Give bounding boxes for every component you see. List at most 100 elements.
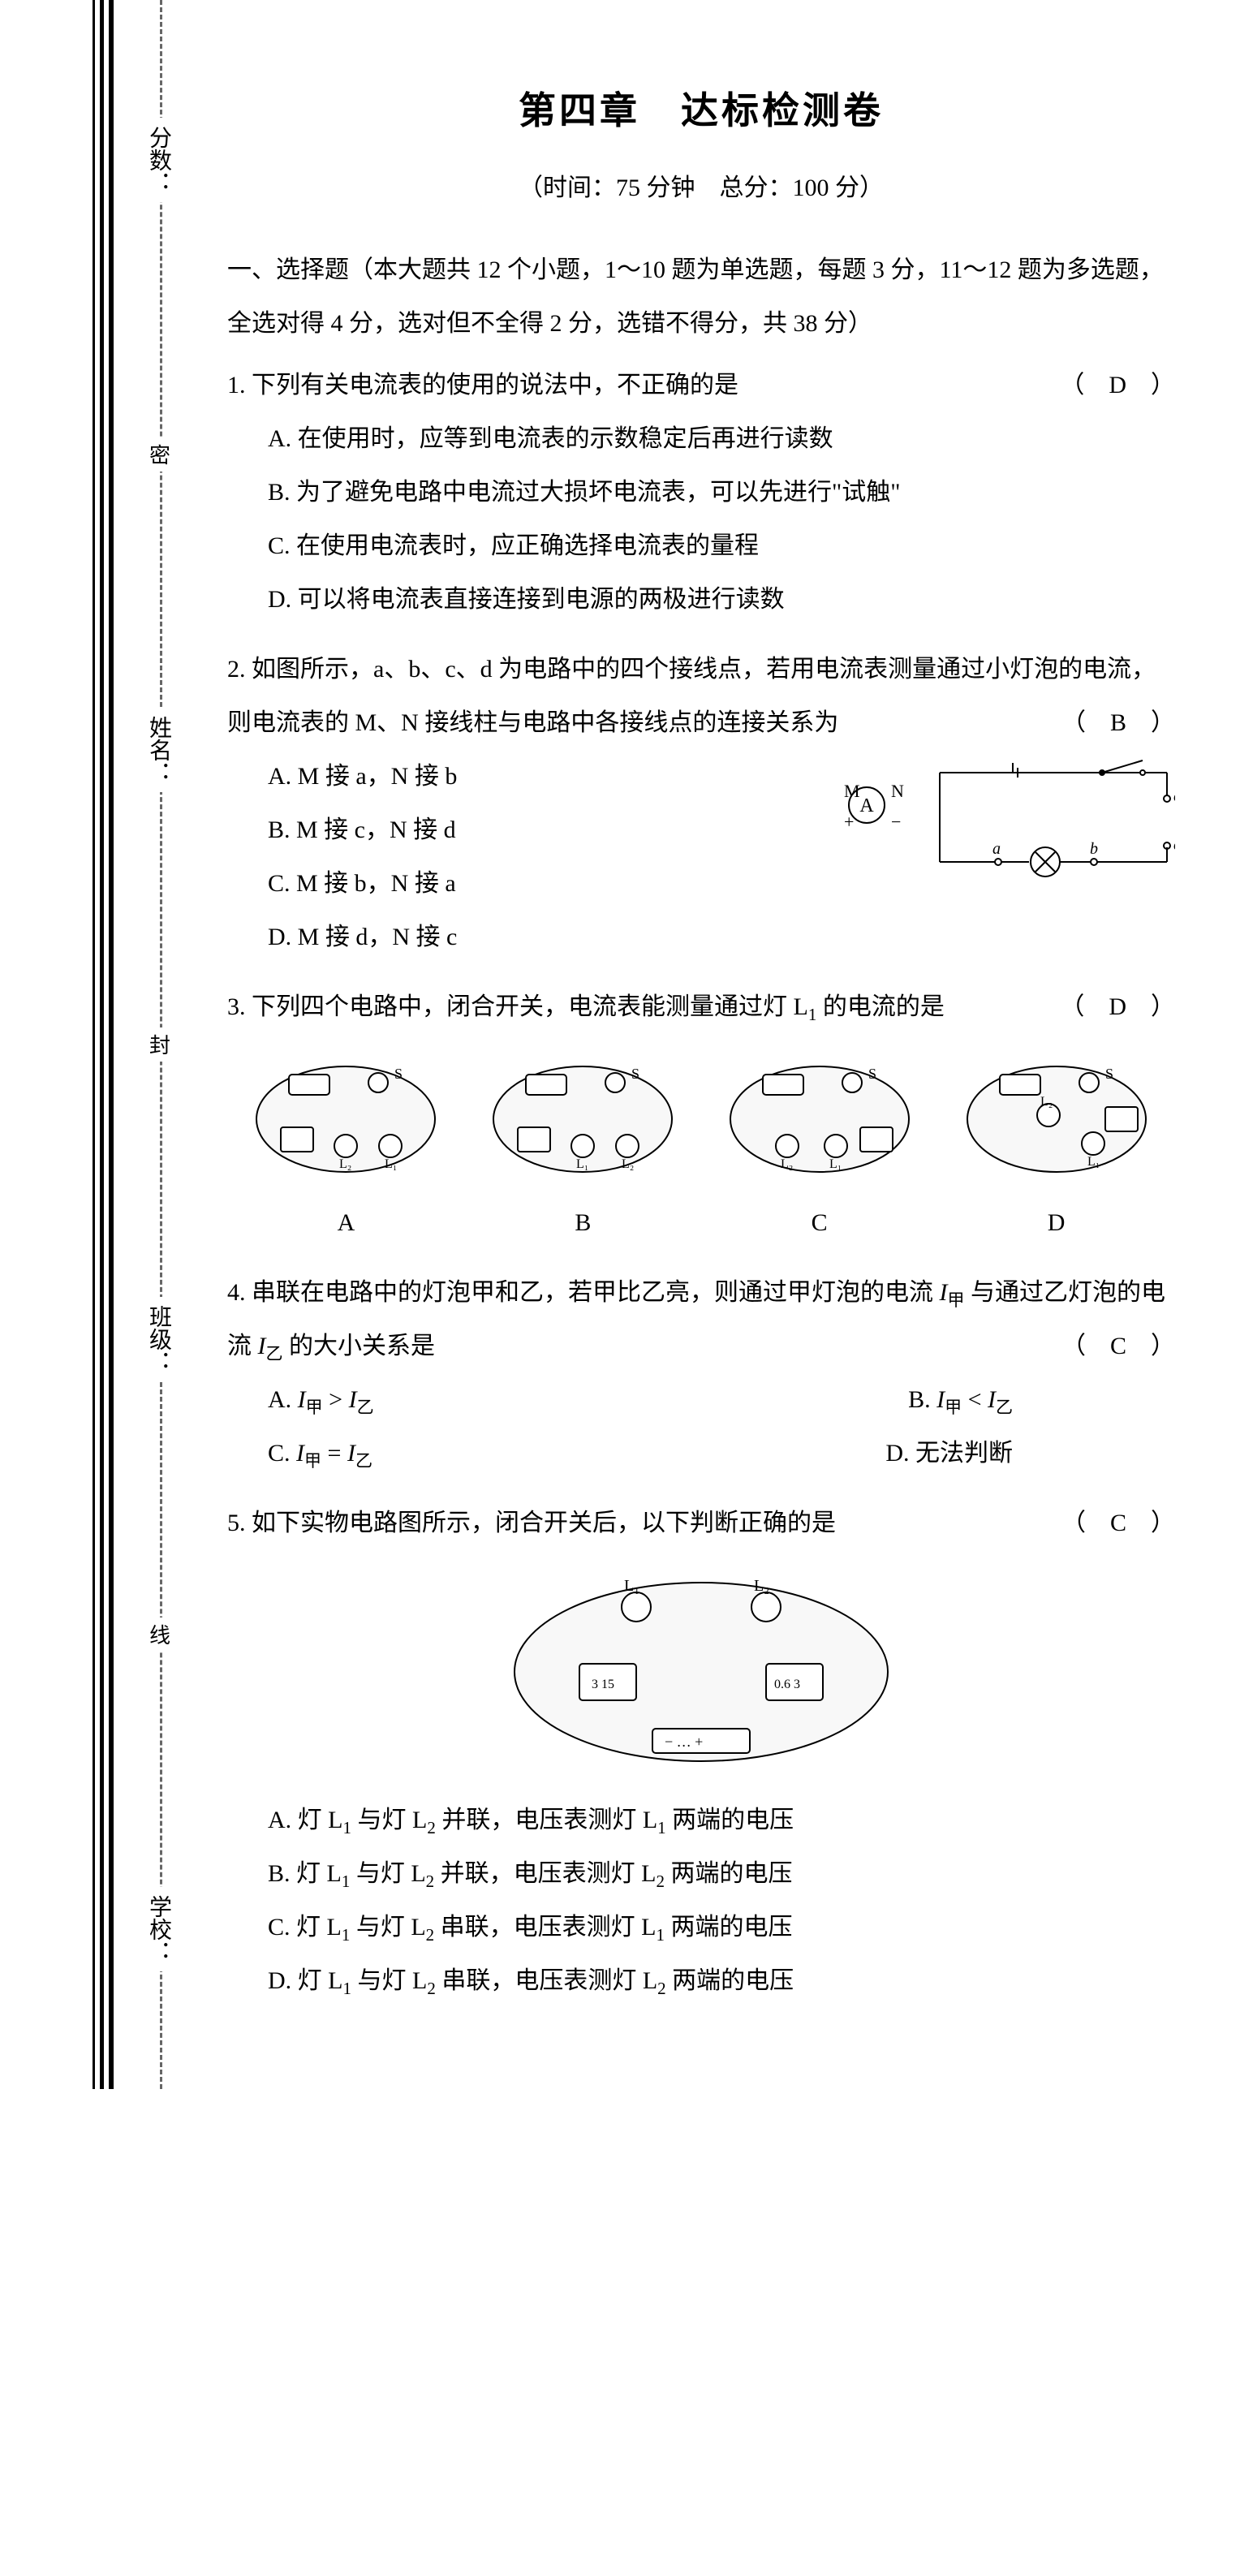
q5-options: A. 灯 L1 与灯 L2 并联，电压表测灯 L1 两端的电压 B. 灯 L1 … (227, 1794, 1175, 2008)
label-score: 分数： (138, 118, 179, 202)
s: 1 (342, 1925, 351, 1945)
s: 1 (343, 1979, 352, 1998)
t: 与灯 L (351, 1967, 427, 1994)
question-2: 2. 如图所示，a、b、c、d 为电路中的四个接线点，若用电流表测量通过小灯泡的… (227, 643, 1175, 964)
svg-text:c: c (1173, 836, 1175, 854)
q5-option-c: C. 灯 L1 与灯 L2 串联，电压表测灯 L1 两端的电压 (268, 1901, 1175, 1954)
q2-answer: （ B ） (1061, 696, 1175, 750)
svg-text:S: S (1105, 1066, 1113, 1082)
q4-s2: 乙 (266, 1344, 283, 1363)
svg-text:L₁: L₁ (1087, 1155, 1100, 1169)
q1-option-d: D. 可以将电流表直接连接到电源的两极进行读数 (268, 573, 1175, 627)
q5-option-b: B. 灯 L1 与灯 L2 并联，电压表测灯 L2 两端的电压 (268, 1847, 1175, 1901)
q4-option-c: C. I甲 = I乙 (268, 1427, 372, 1480)
svg-text:L₂: L₂ (622, 1157, 634, 1171)
opt-sub: 甲 (306, 1398, 323, 1417)
q3-answer: （ D ） (1060, 980, 1175, 1034)
question-4: 4. 串联在电路中的灯泡甲和乙，若甲比乙亮，则通过甲灯泡的电流 I甲 与通过乙灯… (227, 1266, 1175, 1480)
label-minus: − (891, 812, 901, 832)
opt-i: I (347, 1440, 355, 1467)
q1-answer: （ D ） (1060, 359, 1175, 412)
svg-text:L₁: L₁ (829, 1157, 842, 1171)
q2-stem: 2. 如图所示，a、b、c、d 为电路中的四个接线点，若用电流表测量通过小灯泡的… (227, 643, 1175, 750)
t: B. 灯 L (268, 1860, 342, 1887)
q4-p3: 的大小关系是 (283, 1333, 436, 1359)
q4-i2: I (258, 1333, 266, 1359)
t: 两端的电压 (666, 1967, 794, 1994)
t: 两端的电压 (666, 1807, 794, 1833)
t: 与灯 L (350, 1914, 425, 1941)
q4-p1: 4. 串联在电路中的灯泡甲和乙，若甲比乙亮，则通过甲灯泡的电流 (227, 1279, 940, 1306)
opt-sub: 乙 (355, 1451, 372, 1471)
s: 2 (657, 1979, 666, 1998)
q5-svg: L₁ L₂ 3 15 0.6 3 − … + (490, 1566, 912, 1777)
q4-option-a: A. I甲 > I乙 (268, 1373, 374, 1427)
question-3: 3. 下列四个电路中，闭合开关，电流表能测量通过灯 L1 的电流的是 （ D ）… (227, 980, 1175, 1250)
t: 串联，电压表测灯 L (436, 1967, 657, 1994)
q5-option-a: A. 灯 L1 与灯 L2 并联，电压表测灯 L1 两端的电压 (268, 1794, 1175, 1847)
q3-label-a: A (338, 1196, 355, 1250)
q5-circuit-diagram: L₁ L₂ 3 15 0.6 3 − … + (227, 1566, 1175, 1777)
opt-op: > (323, 1386, 349, 1413)
q4-i1: I (940, 1279, 948, 1306)
opt-i: I (988, 1386, 996, 1413)
binding-stripes (93, 0, 114, 2089)
opt-prefix: C. (268, 1440, 296, 1467)
q4-s1: 甲 (948, 1290, 965, 1310)
svg-text:− … +: − … + (665, 1734, 703, 1750)
q3-circuit-d: S L₂ L₁ (951, 1050, 1162, 1188)
label-name: 姓名： (138, 708, 179, 792)
marker-feng: 封 (140, 1027, 177, 1062)
t: D. 灯 L (268, 1967, 343, 1994)
opt-op: = (321, 1440, 347, 1467)
q5-answer: （ C ） (1061, 1497, 1175, 1550)
q4-stem: 4. 串联在电路中的灯泡甲和乙，若甲比乙亮，则通过甲灯泡的电流 I甲 与通过乙灯… (227, 1266, 1175, 1373)
s: 1 (657, 1925, 665, 1945)
q5-text: 5. 如下实物电路图所示，闭合开关后，以下判断正确的是 (227, 1510, 836, 1536)
label-school: 学校： (138, 1887, 179, 1971)
t: 串联，电压表测灯 L (434, 1914, 656, 1941)
opt-sub: 乙 (996, 1398, 1013, 1417)
question-1: 1. 下列有关电流表的使用的说法中，不正确的是 （ D ） A. 在使用时，应等… (227, 359, 1175, 627)
t: 两端的电压 (665, 1860, 793, 1887)
s: 2 (427, 1979, 436, 1998)
t: 并联，电压表测灯 L (434, 1860, 656, 1887)
label-text: 姓名： (142, 716, 174, 784)
label-n: N (891, 781, 904, 801)
s: 2 (426, 1925, 435, 1945)
svg-text:L₂: L₂ (339, 1157, 351, 1171)
q4-option-b: B. I甲 < I乙 (908, 1373, 1013, 1427)
t: 并联，电压表测灯 L (436, 1807, 657, 1833)
label-text: 学校： (142, 1895, 174, 1963)
q3-circuit-row: SL₂L₁ SL₁L₂ SL₂L₁ SL₂L₁ (227, 1050, 1175, 1188)
label-text: 班级： (142, 1305, 174, 1373)
opt-op: < (962, 1386, 988, 1413)
svg-text:L₂: L₂ (1040, 1095, 1053, 1109)
s: 2 (426, 1872, 435, 1891)
svg-text:L₁: L₁ (385, 1157, 397, 1171)
q1-option-c: C. 在使用电流表时，应正确选择电流表的量程 (268, 519, 1175, 573)
opt-i: I (296, 1440, 304, 1467)
q2-circuit-diagram: A M N + − (834, 756, 1175, 922)
t: 与灯 L (350, 1860, 425, 1887)
q3-stem: 3. 下列四个电路中，闭合开关，电流表能测量通过灯 L1 的电流的是 （ D ） (227, 980, 1175, 1034)
t: 与灯 L (351, 1807, 427, 1833)
opt-sub: 甲 (945, 1398, 962, 1417)
q4-option-d: D. 无法判断 (885, 1427, 1013, 1480)
question-5: 5. 如下实物电路图所示，闭合开关后，以下判断正确的是 （ C ） L₁ L₂ … (227, 1497, 1175, 2008)
label-text: 分数： (142, 126, 174, 194)
svg-text:S: S (631, 1066, 639, 1082)
q3-label-c: C (812, 1196, 828, 1250)
opt-prefix: A. (268, 1386, 298, 1413)
q3-sub: 1 (808, 1005, 817, 1024)
exam-title: 第四章 达标检测卷 (227, 81, 1175, 135)
s: 2 (657, 1872, 665, 1891)
q4-answer: （ C ） (1061, 1320, 1175, 1373)
t: C. 灯 L (268, 1914, 342, 1941)
svg-text:d: d (1173, 787, 1175, 805)
binding-margin: 学校： 线 班级： 封 姓名： 密 分数： (0, 0, 130, 2089)
q3-label-d: D (1048, 1196, 1066, 1250)
svg-text:L₁: L₁ (576, 1157, 588, 1171)
opt-prefix: B. (908, 1386, 936, 1413)
stripe (100, 0, 104, 2089)
